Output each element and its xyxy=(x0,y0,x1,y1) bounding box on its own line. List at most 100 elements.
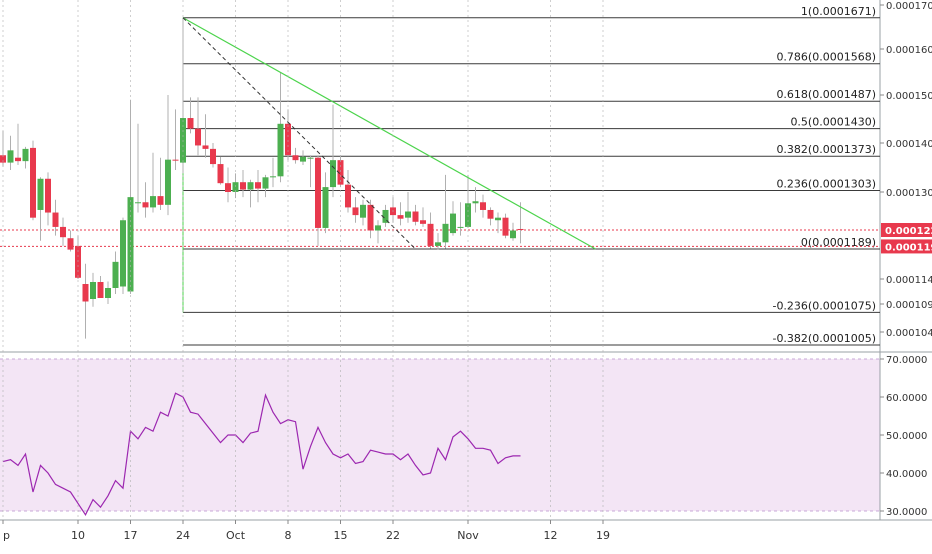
fib-level-label: 0.5(0.0001430) xyxy=(790,116,876,129)
candle-up xyxy=(247,182,254,190)
time-axis-label: 17 xyxy=(124,529,138,542)
candle-up xyxy=(375,225,381,231)
price-tag xyxy=(881,239,932,254)
candle-down xyxy=(15,157,21,162)
time-axis-label: 12 xyxy=(544,529,558,542)
candle-down xyxy=(517,228,524,230)
candle-up xyxy=(360,204,366,218)
price-tag-label: 0.0001226 xyxy=(885,226,932,237)
candle-up xyxy=(442,223,449,243)
candle-down xyxy=(82,284,89,302)
dashed-trendline xyxy=(182,17,416,250)
candle-up xyxy=(277,123,284,177)
candle-down xyxy=(367,204,374,231)
candle-up xyxy=(510,230,516,239)
rsi-line xyxy=(2,392,521,517)
fib-level-label: -0.382(0.0001005) xyxy=(772,332,876,345)
candle-up xyxy=(112,261,119,288)
candle-up xyxy=(22,148,29,162)
time-axis-label: Oct xyxy=(226,529,246,542)
candle-down xyxy=(315,157,321,228)
candle-up xyxy=(307,157,314,159)
candle-up xyxy=(382,209,389,223)
fib-level-label: 0.236(0.0001303) xyxy=(776,178,876,191)
candle-down xyxy=(292,155,299,161)
candle-down xyxy=(502,217,509,236)
candle-up xyxy=(330,160,336,188)
fib-level-label: 1(0.0001671) xyxy=(801,5,876,18)
candle-down xyxy=(285,123,291,156)
candle-down xyxy=(420,220,426,224)
candle-up xyxy=(135,202,141,204)
candle-up xyxy=(405,211,411,218)
candle-down xyxy=(30,147,36,218)
candle-down xyxy=(97,282,104,298)
candle-up xyxy=(150,196,156,208)
candle-down xyxy=(240,182,246,190)
candle-down xyxy=(352,207,359,216)
candle-down xyxy=(337,160,344,185)
fib-level-label: 0.382(0.0001373) xyxy=(776,143,876,156)
time-axis-label: p xyxy=(3,529,10,542)
candle-down xyxy=(217,164,224,184)
rsi-axis-label: 70.0000 xyxy=(886,355,927,366)
price-tag xyxy=(881,223,932,237)
candle-up xyxy=(90,282,96,299)
time-axis-label: 22 xyxy=(386,529,400,542)
candle-down xyxy=(142,202,149,208)
candle-up xyxy=(37,178,44,210)
time-axis-label: 10 xyxy=(71,529,85,542)
candle-down xyxy=(67,238,74,250)
candle-down xyxy=(345,184,351,208)
candle-down xyxy=(195,128,201,146)
candle-down xyxy=(480,202,486,210)
candle-down xyxy=(210,148,216,165)
candle-up xyxy=(262,177,269,189)
trendline xyxy=(182,17,596,250)
price-tag-label: 0.0001194 xyxy=(885,242,932,253)
candle-up xyxy=(495,217,501,221)
time-axis-label: 15 xyxy=(334,529,348,542)
candle-up xyxy=(165,159,171,205)
candle-up xyxy=(300,156,306,162)
candle-down xyxy=(427,223,434,246)
candle-up xyxy=(127,197,134,292)
candle-up xyxy=(232,182,239,192)
candle-up xyxy=(105,288,111,298)
candle-up xyxy=(270,176,276,178)
candle-up xyxy=(7,150,14,163)
fib-level-label: 0.786(0.0001568) xyxy=(776,51,876,64)
candle-down xyxy=(255,182,261,189)
candle-down xyxy=(187,118,194,129)
fib-level-label: -0.236(0.0001075) xyxy=(772,299,876,312)
candle-down xyxy=(157,196,164,205)
rsi-axis-label: 50.0000 xyxy=(886,431,927,442)
candle-down xyxy=(397,215,404,219)
candle-down xyxy=(172,159,179,161)
candle-down xyxy=(225,183,231,192)
candle-down xyxy=(45,178,51,213)
candle-up xyxy=(120,220,126,287)
candle-up xyxy=(450,213,456,234)
rsi-band xyxy=(0,359,880,511)
candle-up xyxy=(322,187,329,228)
candle-up xyxy=(457,226,464,228)
candle-down xyxy=(60,226,66,238)
candle-up xyxy=(435,242,441,246)
time-axis-label: 8 xyxy=(285,529,292,542)
time-axis-label: 24 xyxy=(176,529,190,542)
fib-level-label: 0(0.0001189) xyxy=(801,236,876,249)
rsi-axis-label: 40.0000 xyxy=(886,469,927,480)
fib-level-label: 0.618(0.0001487) xyxy=(776,88,876,101)
candle-down xyxy=(0,155,6,163)
rsi-axis-label: 60.0000 xyxy=(886,393,927,404)
